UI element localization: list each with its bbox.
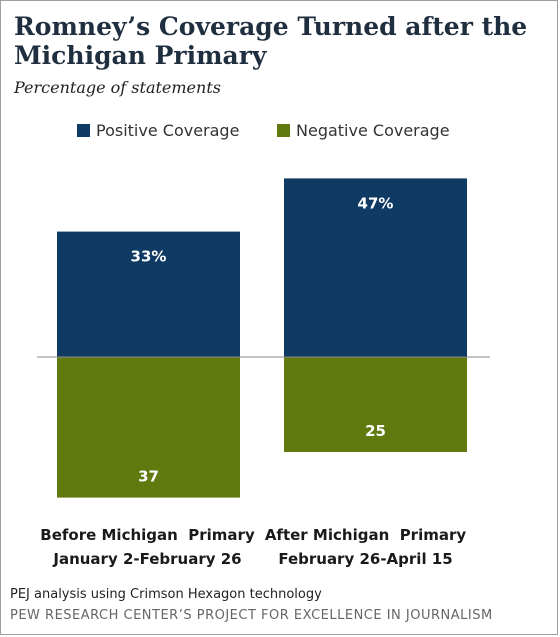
footer-note: PEJ analysis using Crimson Hexagon techn…: [10, 587, 322, 602]
legend-item-negative: Negative Coverage: [277, 121, 450, 140]
data-label-negative-0: 37: [138, 468, 159, 486]
data-label-positive-1: 47%: [358, 194, 394, 212]
bar-positive-0: [57, 231, 240, 357]
chart-subtitle: Percentage of statements: [14, 78, 221, 97]
legend-label-negative: Negative Coverage: [296, 121, 450, 140]
category-label-0-line-1: January 2-February 26: [52, 550, 241, 568]
bar-chart: 33% 47% 37 25 Before Michigan Primary January…: [37, 178, 490, 568]
category-label-1-line-0: After Michigan Primary: [265, 526, 467, 544]
chart-title: Romney’s Coverage Turned after the Michi…: [14, 12, 528, 70]
legend-swatch-negative: [277, 124, 290, 137]
bar-negative-1: [284, 357, 467, 452]
category-label-1-line-1: February 26-April 15: [278, 550, 452, 568]
footer-source: PEW RESEARCH CENTER’S PROJECT FOR EXCELL…: [10, 608, 493, 623]
bar-positive-1: [284, 178, 467, 357]
legend-swatch-positive: [77, 124, 90, 137]
data-label-positive-0: 33%: [131, 248, 167, 266]
category-label-0-line-0: Before Michigan Primary: [40, 526, 255, 544]
bar-negative-0: [57, 357, 240, 498]
legend-item-positive: Positive Coverage: [77, 121, 239, 140]
data-label-negative-1: 25: [365, 422, 386, 440]
legend-label-positive: Positive Coverage: [96, 121, 240, 140]
legend: Positive Coverage Negative Coverage: [0, 121, 560, 141]
